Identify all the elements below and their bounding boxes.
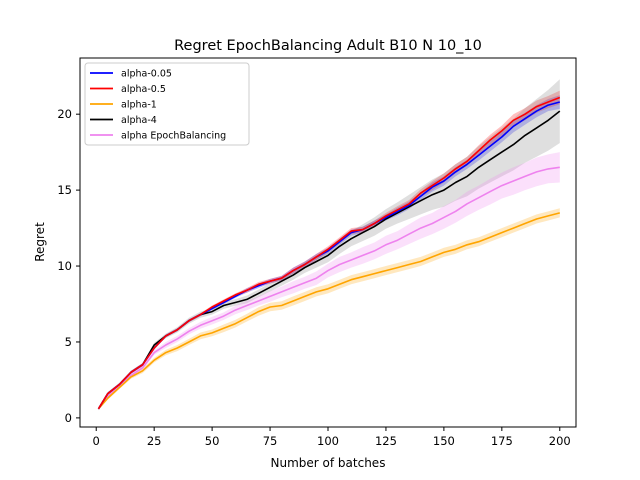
x-tick-label: 25 <box>147 434 162 448</box>
series-lines <box>97 96 561 410</box>
x-axis-label: Number of batches <box>271 456 386 470</box>
legend-label-3: alpha-4 <box>121 115 157 126</box>
x-tick-label: 50 <box>205 434 220 448</box>
x-tick-label: 200 <box>549 434 571 448</box>
legend: alpha-0.05 alpha-0.5 alpha-1 alpha-4 alpha E… <box>84 62 250 146</box>
y-tick-label: 10 <box>57 259 72 273</box>
x-axis-ticks: 0 25 50 75 100 125 150 175 200 <box>93 427 571 448</box>
legend-label-1: alpha-0.5 <box>121 84 166 95</box>
line-series-2 <box>97 212 561 410</box>
y-tick-label: 5 <box>65 335 72 349</box>
x-tick-label: 75 <box>263 434 278 448</box>
line-series-4 <box>97 166 560 410</box>
legend-box <box>84 62 250 146</box>
y-tick-label: 0 <box>65 411 72 425</box>
legend-label-0: alpha-0.05 <box>121 69 172 80</box>
y-tick-label: 15 <box>57 183 72 197</box>
x-tick-label: 0 <box>93 434 100 448</box>
line-series-1 <box>97 96 561 410</box>
legend-label-2: alpha-1 <box>121 100 157 111</box>
x-tick-label: 150 <box>433 434 455 448</box>
y-axis-ticks: 0 5 10 15 20 <box>57 107 80 425</box>
x-tick-label: 175 <box>491 434 513 448</box>
x-tick-label: 100 <box>317 434 339 448</box>
legend-label-4: alpha EpochBalancing <box>121 131 226 142</box>
band-series-0 <box>98 95 560 411</box>
y-axis-label: Regret <box>33 222 47 262</box>
chart-title: Regret EpochBalancing Adult B10 N 10_10 <box>174 38 482 54</box>
y-tick-label: 20 <box>57 107 72 121</box>
x-tick-label: 125 <box>375 434 397 448</box>
